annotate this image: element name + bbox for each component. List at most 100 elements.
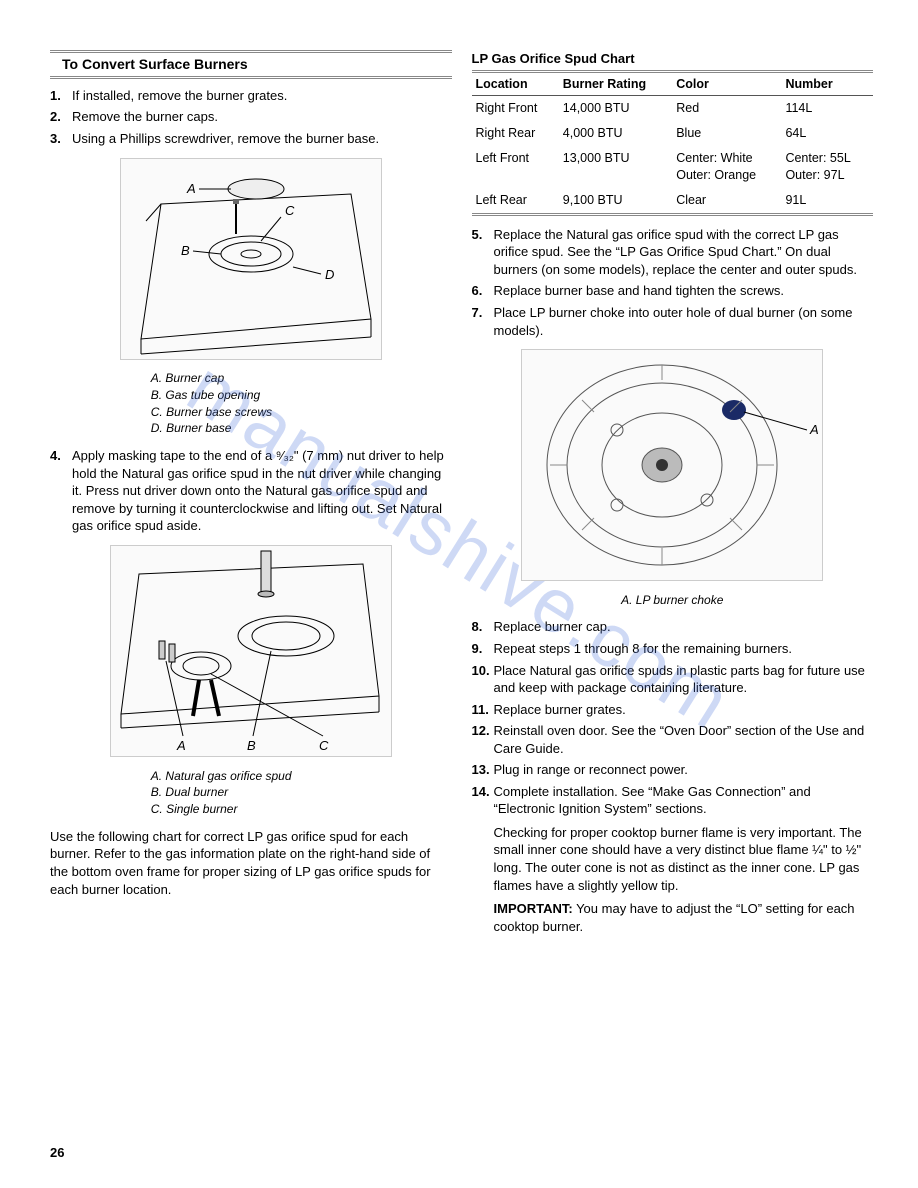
cell: 14,000 BTU [559, 96, 672, 121]
step-item: 6. Replace burner base and hand tighten … [472, 282, 874, 300]
cell: Right Rear [472, 121, 559, 146]
right-column: LP Gas Orifice Spud Chart Location Burne… [472, 50, 874, 941]
step-number: 13. [472, 761, 494, 779]
step-number: 14. [472, 783, 494, 818]
step-number: 5. [472, 226, 494, 279]
step-item: 4. Apply masking tape to the end of a ⁹⁄… [50, 447, 452, 535]
step-number: 2. [50, 108, 72, 126]
cell: 13,000 BTU [559, 146, 672, 188]
table-row: Right Rear 4,000 BTU Blue 64L [472, 121, 874, 146]
step-number: 6. [472, 282, 494, 300]
table-row: Right Front 14,000 BTU Red 114L [472, 96, 874, 121]
cell: 64L [781, 121, 873, 146]
step-4: 4. Apply masking tape to the end of a ⁹⁄… [50, 447, 452, 535]
svg-text:C: C [319, 738, 329, 753]
cell: Red [672, 96, 781, 121]
step-text: Place LP burner choke into outer hole of… [494, 304, 874, 339]
cell: 114L [781, 96, 873, 121]
spud-chart-table: Location Burner Rating Color Number Righ… [472, 70, 874, 216]
step-text: Plug in range or reconnect power. [494, 761, 874, 779]
diagram-burner-base: A B C D [120, 158, 382, 360]
chart-reference-paragraph: Use the following chart for correct LP g… [50, 828, 452, 898]
step-number: 8. [472, 618, 494, 636]
diagram-orifice-spud: A B C [110, 545, 392, 757]
step-text: If installed, remove the burner grates. [72, 87, 452, 105]
figure-burner-choke: A A. LP burner choke [472, 349, 874, 608]
svg-text:A: A [186, 181, 196, 196]
step-item: 14. Complete installation. See “Make Gas… [472, 783, 874, 818]
svg-text:A: A [176, 738, 186, 753]
step-item: 2. Remove the burner caps. [50, 108, 452, 126]
steps-group-a: 1. If installed, remove the burner grate… [50, 87, 452, 148]
svg-text:A: A [809, 422, 819, 437]
page-number: 26 [50, 1144, 64, 1162]
caption-line: A. Natural gas orifice spud [151, 768, 351, 785]
cell: 91L [781, 188, 873, 214]
step-text: Reinstall oven door. See the “Oven Door”… [494, 722, 874, 757]
important-label: IMPORTANT: [494, 901, 573, 916]
step-number: 7. [472, 304, 494, 339]
step-item: 12. Reinstall oven door. See the “Oven D… [472, 722, 874, 757]
step-text: Replace burner base and hand tighten the… [494, 282, 874, 300]
cell: Center: White Outer: Orange [672, 146, 781, 188]
caption-line: A. Burner cap [151, 370, 351, 387]
col-rating: Burner Rating [559, 71, 672, 96]
step-number: 4. [50, 447, 72, 535]
cell: Right Front [472, 96, 559, 121]
two-column-layout: To Convert Surface Burners 1. If install… [50, 50, 873, 941]
cell: Clear [672, 188, 781, 214]
step-text: Complete installation. See “Make Gas Con… [494, 783, 874, 818]
step-item: 7. Place LP burner choke into outer hole… [472, 304, 874, 339]
step-item: 11. Replace burner grates. [472, 701, 874, 719]
svg-text:D: D [325, 267, 334, 282]
step-text: Replace the Natural gas orifice spud wit… [494, 226, 874, 279]
figure-caption: A. LP burner choke [472, 592, 874, 609]
step-text: Place Natural gas orifice spuds in plast… [494, 662, 874, 697]
step-number: 11. [472, 701, 494, 719]
step-number: 1. [50, 87, 72, 105]
step-text: Using a Phillips screwdriver, remove the… [72, 130, 452, 148]
step-item: 8. Replace burner cap. [472, 618, 874, 636]
step-text: Apply masking tape to the end of a ⁹⁄₃₂"… [72, 447, 452, 535]
cell: Blue [672, 121, 781, 146]
step-text: Replace burner grates. [494, 701, 874, 719]
step-number: 10. [472, 662, 494, 697]
steps-group-c: 8. Replace burner cap. 9. Repeat steps 1… [472, 618, 874, 817]
chart-title: LP Gas Orifice Spud Chart [472, 50, 874, 68]
step-number: 3. [50, 130, 72, 148]
step-item: 5. Replace the Natural gas orifice spud … [472, 226, 874, 279]
step-text: Remove the burner caps. [72, 108, 452, 126]
diagram-burner-choke: A [521, 349, 823, 581]
table-row: Left Front 13,000 BTU Center: White Oute… [472, 146, 874, 188]
svg-text:C: C [285, 203, 295, 218]
step-item: 1. If installed, remove the burner grate… [50, 87, 452, 105]
step-text: Repeat steps 1 through 8 for the remaini… [494, 640, 874, 658]
step-item: 3. Using a Phillips screwdriver, remove … [50, 130, 452, 148]
svg-text:B: B [181, 243, 190, 258]
cell: Left Front [472, 146, 559, 188]
caption-line: C. Burner base screws [151, 404, 351, 421]
col-color: Color [672, 71, 781, 96]
col-location: Location [472, 71, 559, 96]
step-item: 13. Plug in range or reconnect power. [472, 761, 874, 779]
step-item: 9. Repeat steps 1 through 8 for the rema… [472, 640, 874, 658]
important-note: IMPORTANT: You may have to adjust the “L… [494, 900, 874, 935]
cell: Center: 55L Outer: 97L [781, 146, 873, 188]
figure-caption: A. Natural gas orifice spud B. Dual burn… [151, 768, 351, 818]
caption-line: D. Burner base [151, 420, 351, 437]
step-number: 9. [472, 640, 494, 658]
col-number: Number [781, 71, 873, 96]
section-heading: To Convert Surface Burners [50, 50, 452, 79]
caption-line: C. Single burner [151, 801, 351, 818]
left-column: To Convert Surface Burners 1. If install… [50, 50, 452, 941]
table-header-row: Location Burner Rating Color Number [472, 71, 874, 96]
svg-text:B: B [247, 738, 256, 753]
cell: 4,000 BTU [559, 121, 672, 146]
figure-caption: A. Burner cap B. Gas tube opening C. Bur… [151, 370, 351, 437]
steps-group-b: 5. Replace the Natural gas orifice spud … [472, 226, 874, 339]
step-text: Replace burner cap. [494, 618, 874, 636]
caption-line: B. Gas tube opening [151, 387, 351, 404]
caption-line: B. Dual burner [151, 784, 351, 801]
flame-check-paragraph: Checking for proper cooktop burner flame… [494, 824, 874, 894]
table-row: Left Rear 9,100 BTU Clear 91L [472, 188, 874, 214]
